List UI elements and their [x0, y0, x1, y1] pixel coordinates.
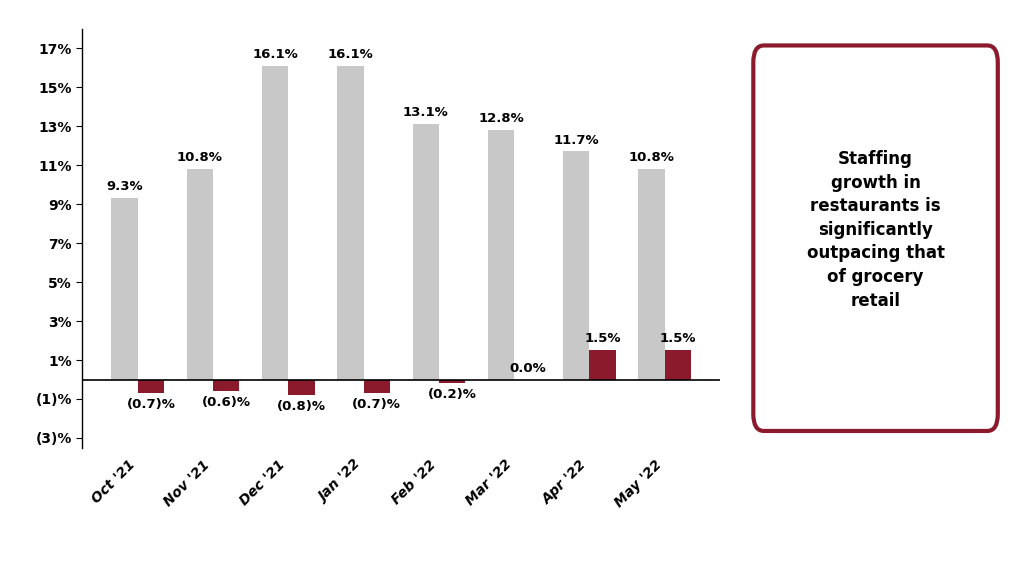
Text: 13.1%: 13.1% — [402, 106, 449, 119]
Text: 16.1%: 16.1% — [327, 48, 374, 61]
Text: (0.7)%: (0.7)% — [127, 398, 175, 411]
Text: (0.2)%: (0.2)% — [428, 388, 476, 401]
Bar — [213, 379, 240, 391]
Text: 0.0%: 0.0% — [509, 362, 545, 375]
Text: 16.1%: 16.1% — [252, 48, 298, 61]
Text: (0.7)%: (0.7)% — [352, 398, 401, 411]
Bar — [111, 198, 138, 379]
Bar — [363, 379, 390, 393]
Text: 10.8%: 10.8% — [177, 151, 222, 164]
Text: (0.8)%: (0.8)% — [277, 400, 326, 413]
Bar — [563, 152, 590, 379]
Text: 11.7%: 11.7% — [554, 134, 599, 146]
Text: Staffing
growth in
restaurants is
significantly
outpacing that
of grocery
retail: Staffing growth in restaurants is signif… — [807, 150, 945, 309]
Bar — [338, 66, 363, 379]
Bar — [665, 350, 691, 379]
Text: 1.5%: 1.5% — [584, 332, 620, 346]
Text: 12.8%: 12.8% — [478, 112, 524, 125]
Bar — [638, 169, 665, 379]
Bar — [186, 169, 213, 379]
Bar — [590, 350, 615, 379]
Bar — [413, 124, 438, 379]
Text: 10.8%: 10.8% — [629, 151, 675, 164]
Text: 9.3%: 9.3% — [106, 180, 143, 193]
Bar — [438, 379, 465, 383]
Text: (0.6)%: (0.6)% — [202, 396, 251, 409]
FancyBboxPatch shape — [753, 45, 998, 431]
Bar — [262, 66, 288, 379]
Text: 1.5%: 1.5% — [660, 332, 697, 346]
Bar — [488, 130, 514, 379]
Bar — [288, 379, 315, 395]
Bar — [138, 379, 164, 393]
